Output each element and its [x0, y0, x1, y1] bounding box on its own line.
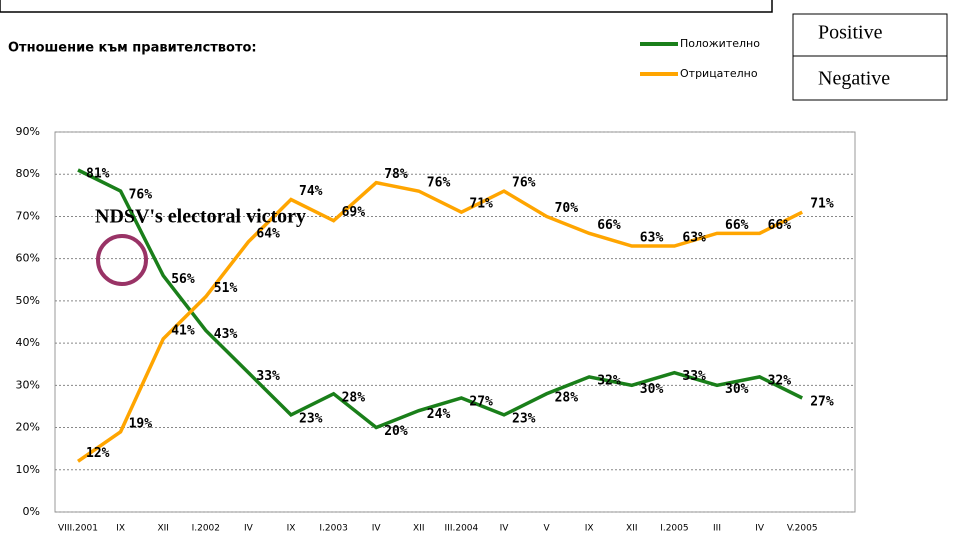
data-label: 27% — [810, 395, 834, 410]
data-label: 76% — [129, 188, 153, 203]
data-label: 76% — [427, 176, 451, 191]
x-tick-label: IV — [244, 524, 254, 534]
y-tick-label: 20% — [16, 421, 40, 434]
data-label: 66% — [597, 218, 621, 233]
y-tick-label: 10% — [16, 463, 40, 476]
top-box — [0, 0, 773, 13]
data-label: 76% — [512, 176, 536, 191]
data-label: 33% — [682, 369, 706, 384]
box-text: Negative — [818, 68, 890, 90]
y-tick-label: 90% — [16, 125, 40, 138]
data-label: 32% — [597, 373, 621, 388]
annotation-circle — [96, 234, 148, 286]
x-tick-label: III — [713, 524, 721, 534]
data-label: 70% — [555, 201, 579, 216]
x-tick-label: III.2004 — [445, 524, 479, 534]
data-label: 81% — [86, 167, 110, 182]
x-tick-label: IV — [500, 524, 510, 534]
data-label: 12% — [86, 446, 110, 461]
data-label: 24% — [427, 407, 451, 422]
x-tick-label: XII — [626, 524, 637, 534]
data-label: 19% — [129, 416, 153, 431]
data-label: 30% — [725, 382, 749, 397]
data-label: 28% — [555, 390, 579, 405]
data-label: 71% — [810, 197, 834, 212]
y-tick-label: 80% — [16, 167, 40, 180]
series-line — [77, 180, 803, 463]
data-label: 23% — [299, 411, 323, 426]
data-label: 27% — [469, 395, 493, 410]
plot-area — [54, 131, 856, 513]
data-label: 23% — [512, 411, 536, 426]
data-label: 56% — [171, 272, 195, 287]
series-line — [77, 168, 803, 430]
data-label: 71% — [469, 197, 493, 212]
x-tick-label: I.2002 — [192, 524, 220, 534]
data-label: 41% — [171, 323, 195, 338]
label-box — [792, 13, 948, 57]
box-text: Positive — [818, 22, 883, 44]
x-tick-label: XII — [157, 524, 168, 534]
y-tick-label: 50% — [16, 294, 40, 307]
x-tick-label: IV — [755, 524, 765, 534]
data-label: 74% — [299, 184, 323, 199]
y-tick-label: 40% — [16, 336, 40, 349]
chart-title: Отношение към правителството: — [8, 41, 257, 56]
data-label: 51% — [214, 281, 238, 296]
legend-label: Положително — [680, 37, 760, 50]
x-tick-label: IX — [585, 524, 594, 534]
label-box — [792, 55, 948, 101]
annotation: NDSV's electoral victory — [95, 206, 306, 228]
data-label: 69% — [342, 205, 366, 220]
y-tick-label: 30% — [16, 378, 40, 391]
data-label: 28% — [342, 390, 366, 405]
y-tick-label: 60% — [16, 252, 40, 265]
data-label: 78% — [384, 167, 408, 182]
data-label: 32% — [768, 373, 792, 388]
y-tick-label: 0% — [23, 505, 40, 518]
data-label: 66% — [725, 218, 749, 233]
x-tick-label: VIII.2001 — [58, 524, 98, 534]
data-label: 63% — [682, 231, 706, 246]
data-label: 30% — [640, 382, 664, 397]
y-tick-label: 70% — [16, 209, 40, 222]
x-tick-label: I.2003 — [319, 524, 347, 534]
data-label: 66% — [768, 218, 792, 233]
x-tick-label: IV — [372, 524, 382, 534]
legend-label: Отрицателно — [680, 67, 758, 80]
x-tick-label: IX — [116, 524, 125, 534]
x-tick-label: V.2005 — [787, 524, 818, 534]
x-tick-label: IX — [287, 524, 296, 534]
x-tick-label: V — [544, 524, 551, 534]
data-label: 20% — [384, 424, 408, 439]
data-label: 43% — [214, 327, 238, 342]
data-label: 64% — [256, 226, 280, 241]
data-label: 33% — [256, 369, 280, 384]
x-tick-label: I.2005 — [660, 524, 688, 534]
x-tick-label: XII — [413, 524, 424, 534]
data-label: 63% — [640, 231, 664, 246]
